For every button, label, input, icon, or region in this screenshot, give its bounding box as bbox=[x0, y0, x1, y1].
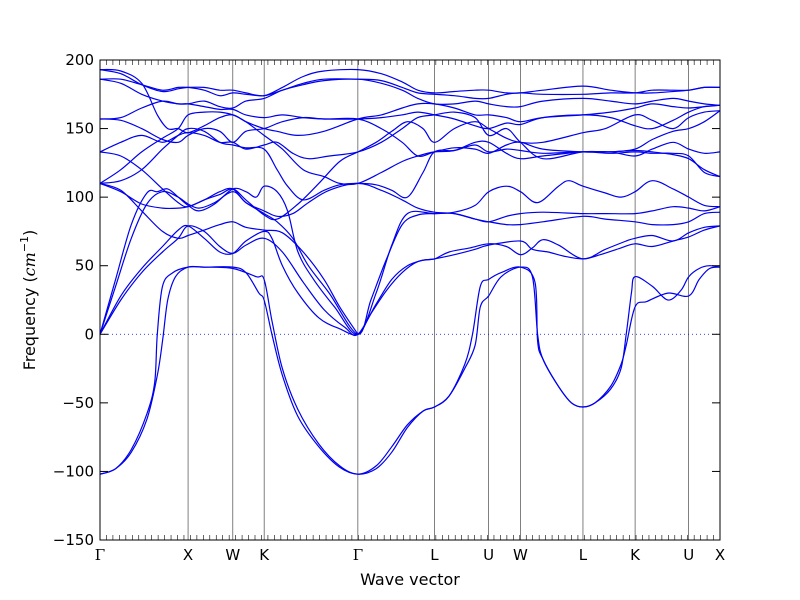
y-tick-label-0: −150 bbox=[53, 531, 94, 549]
x-tick-label-2: W bbox=[225, 546, 240, 564]
x-tick-label-8: L bbox=[579, 546, 588, 564]
y-tick-label-7: 200 bbox=[65, 51, 94, 69]
y-axis-label-close: ) bbox=[20, 230, 39, 236]
y-tick-label-4: 50 bbox=[75, 257, 94, 275]
x-tick-label-6: U bbox=[483, 546, 494, 564]
x-tick-label-1: X bbox=[183, 546, 193, 564]
y-axis-label-text: Frequency ( bbox=[20, 276, 39, 370]
y-axis-ticks: −150 −100 −50 0 50 100 150 200 bbox=[53, 51, 720, 549]
branch-13 bbox=[99, 78, 721, 109]
y-tick-label-5: 100 bbox=[65, 188, 94, 206]
y-axis-label-exponent: −1 bbox=[18, 236, 31, 252]
y-tick-label-3: 0 bbox=[84, 325, 94, 343]
x-axis-label: Wave vector bbox=[360, 570, 460, 589]
x-tick-label-4: Γ bbox=[353, 546, 363, 564]
x-tick-label-5: L bbox=[430, 546, 439, 564]
x-tick-label-11: X bbox=[715, 546, 725, 564]
branch-2 bbox=[99, 265, 721, 475]
branch-18 bbox=[99, 182, 359, 335]
x-tick-label-0: Γ bbox=[95, 546, 105, 564]
dispersion-branches bbox=[99, 68, 721, 475]
x-tick-label-9: K bbox=[630, 546, 641, 564]
branch-12 bbox=[99, 100, 721, 130]
x-tick-label-10: U bbox=[683, 546, 694, 564]
y-tick-label-6: 150 bbox=[65, 120, 94, 138]
branch-16 bbox=[99, 68, 721, 137]
branch-5 bbox=[99, 190, 721, 335]
y-tick-label-1: −100 bbox=[53, 462, 94, 480]
y-axis-label: Frequency (cm−1) bbox=[18, 230, 39, 371]
branch-17 bbox=[99, 111, 721, 186]
branch-3 bbox=[99, 224, 721, 336]
x-tick-label-7: W bbox=[513, 546, 528, 564]
branch-4 bbox=[99, 225, 721, 337]
branch-11 bbox=[99, 116, 721, 157]
branch-6 bbox=[99, 180, 721, 335]
branch-7 bbox=[99, 127, 721, 201]
y-axis-label-unit: cm bbox=[20, 252, 39, 276]
x-tick-label-3: K bbox=[259, 546, 270, 564]
branch-14 bbox=[99, 78, 721, 100]
branch-9 bbox=[99, 110, 721, 221]
y-tick-label-2: −50 bbox=[62, 394, 94, 412]
branch-15 bbox=[99, 68, 721, 97]
